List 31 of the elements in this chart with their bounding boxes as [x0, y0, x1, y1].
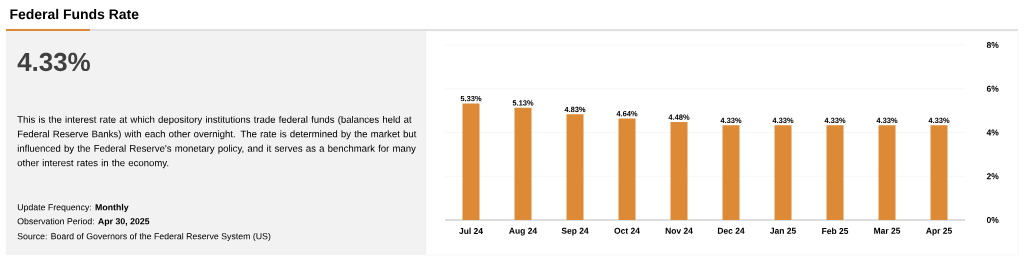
text: Update Frequency: Monthly	[17, 203, 129, 213]
x-tick-label: Mar 25	[874, 227, 901, 234]
text: This is the interest rate at which depository institutions trade federal funds (balances held at Federal Reserve Banks) with each other overnight. The rate is determined by the market but influenced by the Federal Reserve's monetary policy, and it serves as a benchmark for many other interest rates in the economy.	[17, 115, 417, 169]
y-tick-label: 0%	[986, 217, 999, 223]
bar	[670, 122, 688, 220]
bar	[618, 118, 636, 220]
y-tick-label: 4%	[986, 129, 999, 136]
y-tick-label: 6%	[986, 85, 999, 92]
bar	[930, 125, 948, 220]
x-tick-label: Aug 24	[509, 227, 538, 236]
bar	[774, 125, 792, 220]
x-tick-label: Jan 25	[769, 227, 796, 234]
bar	[462, 103, 480, 220]
bar	[566, 114, 584, 220]
text: Federal Funds Rate	[10, 8, 139, 20]
x-tick-label: Feb 25	[822, 227, 849, 234]
x-tick-label: Dec 24	[717, 227, 745, 234]
x-tick-label: Apr 25	[926, 227, 952, 236]
x-tick-label: Oct 24	[614, 227, 640, 234]
bar	[722, 125, 740, 220]
text: Observation Period: Apr 30, 2025	[17, 217, 150, 227]
y-tick-label: 2%	[986, 173, 999, 180]
x-tick-label: Jul 24	[459, 227, 483, 234]
y-tick-label: 8%	[986, 42, 999, 48]
bar	[878, 125, 896, 220]
text: 4.33%	[17, 52, 90, 72]
x-tick-label: Sep 24	[561, 227, 589, 236]
x-tick-label: Nov 24	[665, 227, 693, 234]
bar	[826, 125, 844, 220]
source-note: Source: Board of Governors of the Federal Reserve System (US)	[17, 232, 271, 242]
bar	[514, 107, 532, 220]
